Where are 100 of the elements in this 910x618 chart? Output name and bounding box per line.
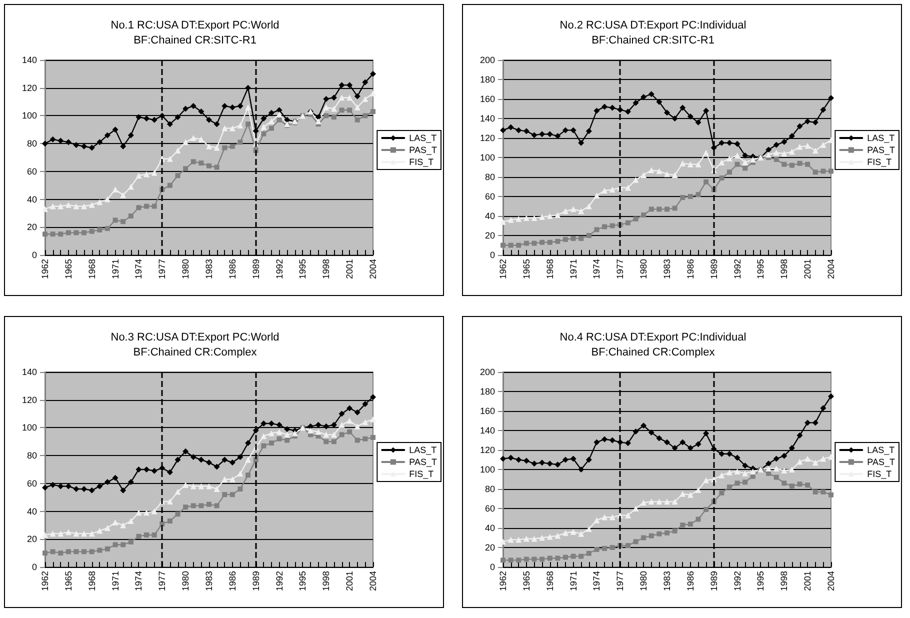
point [734,454,740,461]
x-tick-label: 1992 [274,571,284,592]
point [238,140,243,145]
point [703,150,710,156]
point [781,452,788,459]
point [586,203,592,210]
point [214,486,220,492]
y-tick-label: 100 [480,152,495,162]
legend-label: PAS_T [409,457,438,467]
point [570,554,576,559]
x-tick-label: 1962 [40,259,50,280]
x-tick-label: 1980 [180,571,191,592]
point [648,429,654,436]
point [81,203,88,210]
point [66,230,71,236]
point [144,116,150,122]
point [687,114,694,120]
point [766,466,772,472]
y-tick-label: 80 [484,172,495,182]
point [206,116,212,123]
point [246,122,251,127]
point [695,441,702,448]
point [680,439,686,446]
legend-label: LAS_T [409,445,438,455]
point [774,156,779,162]
y-tick-label: 140 [480,426,495,436]
x-tick-label: 1983 [662,259,672,280]
point [104,226,110,232]
point [120,542,126,548]
point [664,206,670,212]
x-tick-label: 1995 [298,571,308,592]
point [812,420,818,426]
point [500,538,506,545]
point [680,194,686,200]
point [58,550,64,556]
legend-label: PAS_T [867,457,896,467]
y-tick-label: 200 [480,55,495,65]
point [42,484,48,491]
point [268,440,274,446]
point [354,438,360,443]
point [330,94,337,101]
point [586,526,592,532]
point [508,454,514,461]
point [523,128,530,134]
point [112,186,118,193]
x-tick-label: 1986 [685,571,696,592]
point [167,518,172,524]
point [50,482,56,488]
point [788,148,795,155]
point [112,218,118,223]
point [112,519,118,526]
point [330,432,337,438]
point [742,152,748,159]
point [58,530,64,537]
point [323,432,330,438]
y-tick-label: 80 [26,450,37,461]
x-tick-label: 1974 [592,571,602,592]
point [562,456,568,463]
point [144,171,150,178]
point [136,114,142,120]
point [182,482,189,488]
point [774,474,779,480]
point [594,227,600,232]
point [370,434,376,440]
point [58,232,64,237]
y-tick-label: 20 [484,542,495,552]
point [523,458,530,464]
point [198,483,204,490]
point [508,558,514,563]
x-tick-label: 1971 [110,259,120,280]
point [245,84,252,91]
point [66,549,71,554]
x-tick-label: 1986 [227,571,238,592]
point [58,203,64,210]
point [346,418,353,424]
point [773,142,780,148]
point [128,132,134,138]
point [50,203,56,210]
point [766,152,772,158]
y-tick-label: 80 [26,138,37,149]
x-tick-label: 1989 [250,259,261,280]
point [206,163,212,168]
point [166,498,173,505]
point [804,456,811,462]
x-tick-label: 1983 [204,259,214,280]
point [174,488,181,495]
point [136,172,142,179]
point [704,179,709,184]
y-tick-label: 180 [480,74,495,84]
point [609,437,616,444]
point [50,232,56,237]
point [594,192,600,199]
point [214,503,220,508]
point [370,109,376,114]
point [206,502,212,507]
point [82,549,87,554]
point [88,530,95,537]
x-tick-label: 1989 [708,259,719,280]
point [175,512,180,517]
point [687,161,694,168]
